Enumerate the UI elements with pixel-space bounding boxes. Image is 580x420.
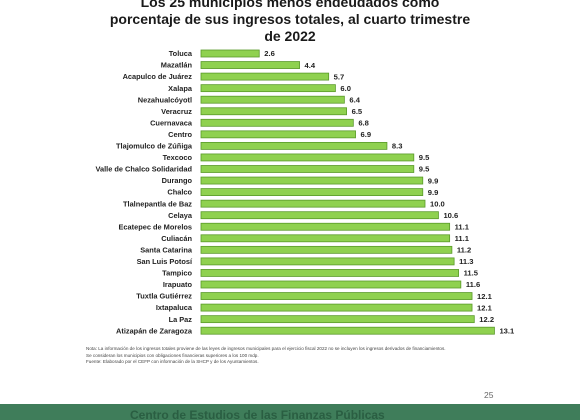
bar xyxy=(200,315,475,324)
value-label: 12.1 xyxy=(477,292,493,301)
bar-chart: Toluca 2.6 Mazatlán 4.4 Acapulco de Juárez 5.… xyxy=(95,49,515,335)
category-label: Mazatlán xyxy=(161,61,193,70)
value-label: 10.0 xyxy=(430,199,445,208)
bar xyxy=(200,141,388,150)
bar xyxy=(200,199,426,208)
bar xyxy=(200,234,451,243)
value-label: 6.5 xyxy=(352,107,363,116)
footer-band: Centro de Estudios de las Finanzas Públi… xyxy=(0,404,580,420)
category-label: Chalco xyxy=(167,188,192,197)
value-label: 12.2 xyxy=(479,315,494,324)
note-line-2: Se consideran los municipios con obligac… xyxy=(86,352,259,358)
value-label: 6.4 xyxy=(349,95,360,104)
category-label: Irapuato xyxy=(163,280,193,289)
category-label: Ecatepec de Morelos xyxy=(118,222,192,231)
bar xyxy=(200,72,330,81)
source-line: Fuente: Elaborado por el CEFP con inform… xyxy=(86,359,259,365)
category-label: Culiacán xyxy=(161,234,192,243)
footer-text: Centro de Estudios de las Finanzas Públi… xyxy=(130,408,385,420)
value-label: 11.2 xyxy=(457,246,471,255)
page-number: 25 xyxy=(484,390,494,400)
category-label: Celaya xyxy=(168,211,193,220)
bar xyxy=(200,153,415,162)
category-label: La Paz xyxy=(169,315,193,324)
category-label: Durango xyxy=(162,176,193,185)
bar xyxy=(200,118,354,127)
bar xyxy=(200,245,453,254)
value-label: 11.1 xyxy=(455,234,470,243)
category-label: Atizapán de Zaragoza xyxy=(116,326,193,335)
bar xyxy=(200,280,462,289)
value-label: 9.5 xyxy=(419,165,430,174)
bar xyxy=(200,292,473,300)
category-label: Toluca xyxy=(169,49,193,58)
category-label: Ixtapaluca xyxy=(156,303,193,312)
category-label: San Luis Potosí xyxy=(137,257,193,266)
value-label: 11.5 xyxy=(464,269,479,278)
bar xyxy=(200,269,460,277)
category-label: Tampico xyxy=(162,269,192,278)
value-label: 11.6 xyxy=(466,280,480,289)
bar xyxy=(200,84,336,93)
value-label: 6.8 xyxy=(358,119,369,128)
bar xyxy=(200,303,473,312)
bar xyxy=(200,211,439,220)
category-label: Nezahualcóyotl xyxy=(138,95,192,104)
chart-title-line-1: Los 25 municipios menos endeudados como xyxy=(140,0,440,10)
value-label: 12.1 xyxy=(477,303,493,312)
bar xyxy=(200,326,495,335)
chart-title-line-3: de 2022 xyxy=(264,28,316,44)
bar xyxy=(200,61,300,69)
value-label: 8.3 xyxy=(392,142,403,151)
bar xyxy=(200,222,451,231)
category-label: Acapulco de Juárez xyxy=(123,72,193,81)
bar xyxy=(200,107,348,116)
category-label: Texcoco xyxy=(163,153,193,162)
chart-notes: Nota: La información de los ingresos tot… xyxy=(86,346,526,366)
value-label: 2.6 xyxy=(264,49,275,58)
bar xyxy=(200,95,345,104)
value-label: 11.3 xyxy=(459,257,473,266)
chart-title-line-2: porcentaje de sus ingresos totales, al c… xyxy=(109,11,471,27)
chart-title: Los 25 municipios menos endeudados como … xyxy=(40,0,540,45)
value-label: 6.0 xyxy=(340,84,351,93)
category-label: Tuxtla Gutiérrez xyxy=(136,292,192,301)
value-label: 5.7 xyxy=(334,72,345,81)
bar xyxy=(200,165,415,173)
value-label: 9.5 xyxy=(419,153,430,162)
value-label: 4.4 xyxy=(305,61,316,70)
category-label: Tlalnepantla de Baz xyxy=(123,199,192,208)
value-label: 11.1 xyxy=(455,222,470,231)
category-label: Xalapa xyxy=(168,84,193,93)
value-label: 9.9 xyxy=(428,176,439,185)
note-line-1: Nota: La información de los ingresos tot… xyxy=(86,346,446,351)
category-label: Tlajomulco de Zúñiga xyxy=(116,142,193,151)
category-label: Cuernavaca xyxy=(150,118,193,127)
category-label: Valle de Chalco Solidaridad xyxy=(95,165,192,174)
bar xyxy=(200,188,424,197)
value-label: 13.1 xyxy=(499,326,515,335)
bar xyxy=(200,49,260,58)
value-label: 9.9 xyxy=(428,188,439,197)
value-label: 10.6 xyxy=(443,211,458,220)
bar xyxy=(200,130,356,139)
category-label: Santa Catarina xyxy=(140,245,193,254)
value-label: 6.9 xyxy=(361,130,372,139)
bar xyxy=(200,176,424,185)
category-label: Centro xyxy=(168,130,192,139)
bar xyxy=(200,257,455,266)
category-label: Veracruz xyxy=(161,107,192,116)
